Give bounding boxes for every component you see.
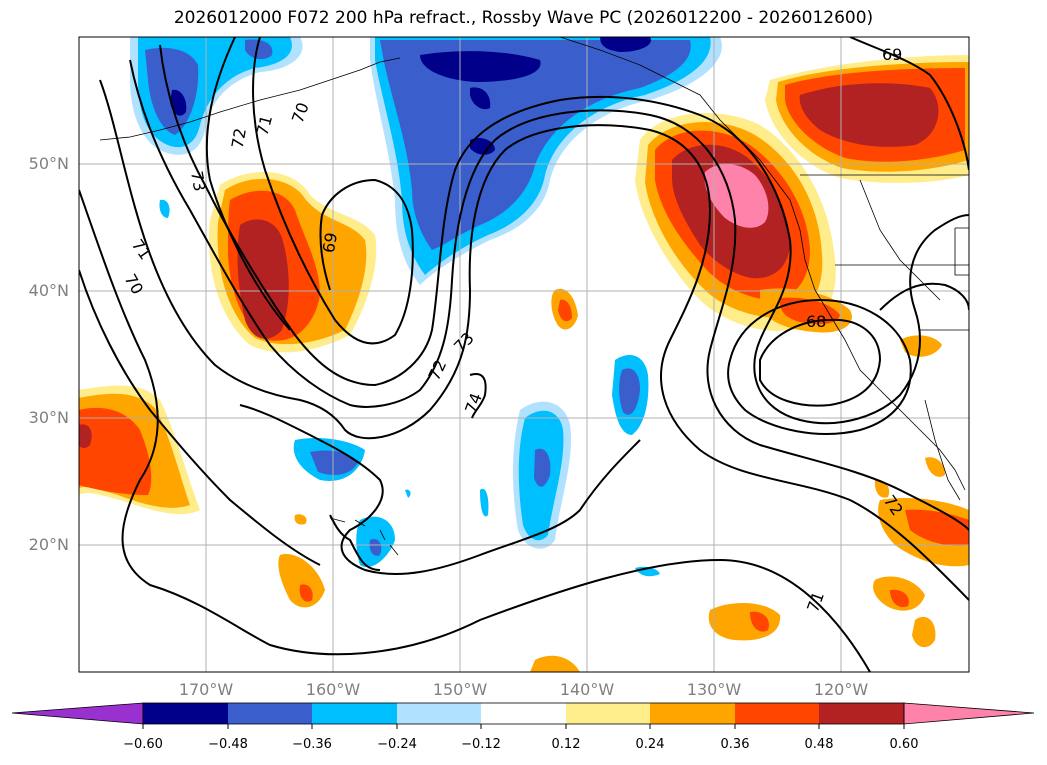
contour-label: 72 [228,127,250,150]
lon-label: 120°W [813,680,869,699]
contour-label: 73 [187,169,209,192]
graticule [79,37,969,672]
lat-label: 20°N [28,535,69,554]
colorbar-tick: −0.24 [377,737,417,752]
lon-label: 130°W [686,680,742,699]
lat-label: 30°N [28,408,69,427]
contour-label: 69 [882,45,902,64]
contour-label: 68 [806,312,826,331]
refractivity-contours [79,37,969,672]
lon-label: 150°W [432,680,488,699]
colorbar [11,702,1035,729]
colorbar-tick: 0.48 [804,737,834,752]
coastlines [99,37,969,556]
colorbar-tick: 0.60 [889,737,919,752]
colorbar-tick: 0.24 [635,737,665,752]
lat-label: 50°N [28,154,69,173]
lat-label: 40°N [28,281,69,300]
map-frame [78,36,970,673]
colorbar-tick: −0.36 [292,737,332,752]
shaded-anomalies [79,37,969,672]
colorbar-tick: 0.12 [551,737,581,752]
colorbar-tick: −0.48 [208,737,248,752]
lon-label: 140°W [559,680,615,699]
contour-label: 69 [319,231,341,254]
colorbar-tick: 0.36 [720,737,750,752]
lon-label: 170°W [178,680,234,699]
lon-label: 160°W [305,680,361,699]
colorbar-tick: −0.12 [461,737,501,752]
contour-label: 71 [252,113,276,138]
map-title: 2026012000 F072 200 hPa refract., Rossby… [173,8,874,28]
colorbar-tick: −0.60 [123,737,163,752]
